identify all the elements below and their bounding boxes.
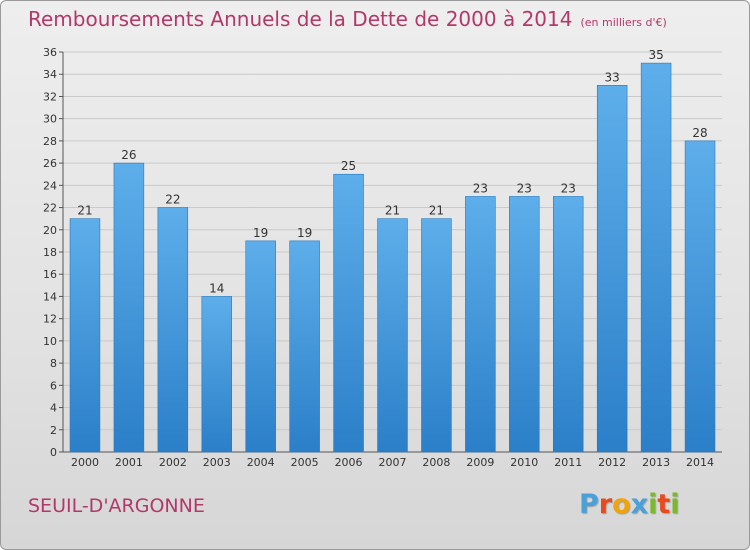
x-tick-label-2000: 2000 xyxy=(71,456,99,469)
y-tick-label: 36 xyxy=(43,46,57,59)
data-labels: 21 26 22 14 19 19 25 21 21 23 23 23 33 35 28 xyxy=(77,48,707,295)
y-tick-label: 34 xyxy=(43,68,57,81)
x-tick-label-2009: 2009 xyxy=(466,456,494,469)
x-tick-label-2005: 2005 xyxy=(291,456,319,469)
bar-2008 xyxy=(421,218,452,453)
x-tick-label-2006: 2006 xyxy=(335,456,363,469)
bar-2012 xyxy=(596,85,628,453)
y-tick-label: 12 xyxy=(43,313,57,326)
x-tick-label-2004: 2004 xyxy=(247,456,275,469)
data-label-2009: 23 xyxy=(473,181,488,195)
bar-2004 xyxy=(245,240,276,453)
chart-subtitle: (en milliers d'€) xyxy=(580,16,667,29)
bar-2010 xyxy=(509,196,540,453)
y-tick-label: 26 xyxy=(43,157,57,170)
x-tick-label-2010: 2010 xyxy=(510,456,538,469)
x-tick-label-2014: 2014 xyxy=(686,456,714,469)
bar-2001 xyxy=(113,162,145,453)
chart-title-text: Remboursements Annuels de la Dette de 20… xyxy=(28,7,573,31)
bar-2007 xyxy=(377,218,408,453)
data-label-2002: 22 xyxy=(165,193,180,207)
x-tick-label-2013: 2013 xyxy=(642,456,670,469)
logo-letter: i xyxy=(648,489,658,520)
data-label-2004: 19 xyxy=(253,226,268,240)
data-label-2011: 23 xyxy=(561,181,576,195)
data-label-2012: 33 xyxy=(605,70,620,84)
y-tick-label: 10 xyxy=(43,335,57,348)
y-tick-label: 14 xyxy=(43,290,57,303)
logo-letter: r xyxy=(598,489,613,520)
commune-name: SEUIL-D'ARGONNE xyxy=(28,495,205,517)
y-tick-label: 0 xyxy=(50,446,57,459)
y-tick-label: 22 xyxy=(43,202,57,215)
x-tick-label-2011: 2011 xyxy=(554,456,582,469)
x-tick-label-2012: 2012 xyxy=(598,456,626,469)
y-tick-label: 24 xyxy=(43,179,57,192)
bar-2003 xyxy=(201,296,233,453)
x-tick-label-2007: 2007 xyxy=(379,456,407,469)
y-tick-label: 20 xyxy=(43,224,57,237)
x-tick-label-2001: 2001 xyxy=(115,456,143,469)
data-label-2001: 26 xyxy=(121,148,136,162)
y-tick-label: 28 xyxy=(43,135,57,148)
logo-letter: P xyxy=(579,489,599,520)
y-tick-label: 6 xyxy=(50,379,57,392)
data-label-2013: 35 xyxy=(648,48,663,62)
y-tick-label: 2 xyxy=(50,424,57,437)
data-label-2007: 21 xyxy=(385,204,400,218)
y-tick-label: 18 xyxy=(43,246,57,259)
data-label-2010: 23 xyxy=(517,181,532,195)
data-label-2006: 25 xyxy=(341,159,356,173)
y-tick-label: 4 xyxy=(50,402,57,415)
y-tick-label: 8 xyxy=(50,357,57,370)
bars xyxy=(69,62,716,453)
bar-2006 xyxy=(333,173,364,453)
chart-title: Remboursements Annuels de la Dette de 20… xyxy=(28,7,667,31)
bar-2013 xyxy=(640,62,672,453)
data-label-2000: 21 xyxy=(77,204,92,218)
y-tick-label: 16 xyxy=(43,268,57,281)
data-label-2003: 14 xyxy=(209,281,224,295)
logo-letter: o xyxy=(612,489,631,520)
bar-2005 xyxy=(289,240,320,453)
logo-letter: i xyxy=(670,489,680,520)
x-tick-label-2002: 2002 xyxy=(159,456,187,469)
bar-2002 xyxy=(157,207,189,453)
x-tick-label-2003: 2003 xyxy=(203,456,231,469)
bar-2009 xyxy=(465,196,496,453)
logo-letter: t xyxy=(657,489,671,520)
logo-letter: x xyxy=(630,489,649,520)
bar-2000 xyxy=(69,218,101,453)
proxiti-logo[interactable]: Proxiti xyxy=(579,489,680,520)
data-label-2008: 21 xyxy=(429,204,444,218)
data-label-2005: 19 xyxy=(297,226,312,240)
y-tick-label: 32 xyxy=(43,90,57,103)
bar-2014 xyxy=(684,140,716,453)
x-tick-label-2008: 2008 xyxy=(422,456,450,469)
bar-2011 xyxy=(552,196,584,453)
y-tick-label: 30 xyxy=(43,113,57,126)
data-label-2014: 28 xyxy=(692,126,707,140)
